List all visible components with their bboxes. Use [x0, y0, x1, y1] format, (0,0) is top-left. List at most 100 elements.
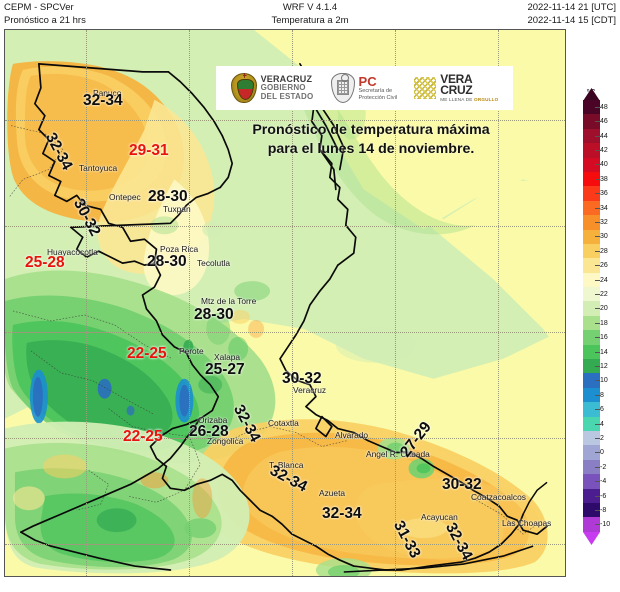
grid-line-horizontal [5, 544, 565, 545]
grid-line-horizontal [5, 226, 565, 227]
colorbar-tick-label: 16 [595, 334, 608, 342]
colorbar-tick-label: 22 [595, 290, 608, 298]
colorbar-tick-label: -6 [594, 492, 607, 500]
map-panel[interactable]: VERACRUZ GOBIERNO DEL ESTADO PC Secretar… [4, 29, 566, 577]
header-valid-local: 2022-11-14 15 [CDT] [527, 15, 616, 26]
logo2-line2: Protección Civil [358, 94, 398, 101]
grid-line-horizontal [5, 120, 565, 121]
colorbar-tick-label: -10 [594, 521, 611, 529]
colorbar-segment [583, 143, 600, 158]
colorbar-tick-label: 40 [595, 161, 608, 169]
colorbar-segment [583, 114, 600, 129]
header-right: 2022-11-14 21 [UTC] 2022-11-14 15 [CDT] [527, 1, 616, 27]
colorbar-segment [583, 171, 600, 187]
colorbar-tick-label: 2 [595, 434, 604, 442]
logo-banner: VERACRUZ GOBIERNO DEL ESTADO PC Secretar… [216, 66, 513, 110]
colorbar-segment [583, 430, 600, 446]
page-title: Pronóstico de temperatura máxima para el… [201, 121, 541, 159]
colorbar-tick-label: 4 [595, 420, 604, 428]
colorbar-tick-label: -4 [594, 478, 607, 486]
grid-line-vertical [86, 30, 87, 576]
header-model: WRF V 4.1.4 [282, 2, 338, 13]
header-agency: CEPM - SPCVer [4, 2, 74, 13]
header-center: WRF V 4.1.4 Temperatura a 2m [0, 1, 620, 27]
colorbar-tick-label: 42 [595, 146, 608, 154]
colorbar-segment [583, 402, 600, 417]
colorbar-tick-label: 18 [595, 319, 608, 327]
logo1-line3: DEL ESTADO [260, 91, 314, 101]
colorbar-segment [583, 258, 600, 273]
colorbar-tick-label: 44 [595, 132, 608, 140]
colorbar-segment [583, 416, 600, 431]
logo3-slogan-b: ORGULLO [474, 96, 499, 102]
logo1-line1: VERACRUZ [260, 74, 313, 85]
colorbar-segment [583, 215, 600, 230]
logo1-line2: GOBIERNO [260, 83, 306, 93]
colorbar-segment [583, 200, 600, 216]
colorbar-segment [583, 502, 600, 518]
colorbar-tick-label: 46 [595, 118, 608, 126]
colorbar-segment [583, 157, 600, 172]
grid-line-horizontal [5, 438, 565, 439]
colorbar-tick-label: 38 [595, 175, 608, 183]
colorbar-tick-label: 0 [595, 449, 604, 457]
colorbar-segment [583, 445, 600, 460]
grid-line-horizontal [5, 332, 565, 333]
colorbar-bottom-arrow [583, 532, 600, 545]
logo3-slogan: ME LLENA DE ORGULLO [440, 96, 499, 102]
colorbar-tick-label: 20 [595, 305, 608, 313]
colorbar-tick-label: 10 [595, 377, 608, 385]
header-variable: Temperatura a 2m [271, 15, 349, 26]
colorbar-gradient [583, 100, 600, 532]
logo-veracruz-gobierno: VERACRUZ GOBIERNO DEL ESTADO [230, 73, 314, 103]
colorbar-segment [583, 373, 600, 388]
logo-proteccion-civil: PC Secretaría de Protección Civil [330, 73, 398, 103]
dot-pattern-icon [414, 76, 437, 99]
colorbar-tick-label: 28 [595, 247, 608, 255]
grid-line-vertical [292, 30, 293, 576]
colorbar-top-arrow [583, 88, 600, 101]
colorbar-tick-label: 26 [595, 262, 608, 270]
header-left: CEPM - SPCVer Pronóstico a 21 hrs [4, 1, 86, 27]
colorbar-segment [583, 459, 600, 475]
grid-line-vertical [189, 30, 190, 576]
colorbar-tick-label: 14 [595, 348, 608, 356]
colorbar-segment [583, 488, 600, 503]
logo2-abbr: PC [358, 74, 377, 90]
colorbar-segment [583, 344, 600, 360]
colorbar-legend: °C 4846444240383634323028262422201816141… [578, 88, 618, 566]
colorbar-tick-label: 36 [595, 190, 608, 198]
logo-veracruz-orgullo: VERA CRUZ ME LLENA DE ORGULLO [414, 73, 499, 102]
title-line-2: para el lunes 14 de noviembre. [267, 141, 475, 157]
proteccion-civil-crest-icon [330, 73, 355, 103]
colorbar-tick-label: 48 [595, 103, 608, 111]
colorbar-tick-label: 24 [595, 276, 608, 284]
colorbar-tick-label: 30 [595, 233, 608, 241]
colorbar-tick-label: 12 [595, 362, 608, 370]
colorbar-segment [583, 517, 600, 532]
colorbar-segment [583, 243, 600, 259]
title-line-1: Pronóstico de temperatura máxima [252, 122, 490, 138]
colorbar-segment [583, 186, 600, 201]
header-bar: CEPM - SPCVer Pronóstico a 21 hrs WRF V … [0, 0, 620, 29]
colorbar-segment [583, 330, 600, 345]
header-forecast-hour: Pronóstico a 21 hrs [4, 15, 86, 26]
colorbar-segment [583, 229, 600, 244]
logo3-line2: CRUZ [440, 83, 473, 98]
colorbar-segment [583, 474, 600, 489]
colorbar-segment [583, 359, 600, 374]
logo2-line1: Secretaría de [358, 88, 393, 95]
veracruz-crest-icon [230, 73, 257, 103]
colorbar-tick-label: 6 [595, 406, 604, 414]
colorbar-tick-label: 8 [595, 391, 604, 399]
colorbar-segment [583, 315, 600, 331]
colorbar-segment [583, 128, 600, 144]
grid-line-vertical [395, 30, 396, 576]
colorbar-segment [583, 287, 600, 302]
colorbar-segment [583, 272, 600, 288]
colorbar-tick-label: 32 [595, 218, 608, 226]
colorbar-segment [583, 100, 600, 115]
colorbar-tick-label: -8 [594, 506, 607, 514]
colorbar-tick-label: 34 [595, 204, 608, 212]
